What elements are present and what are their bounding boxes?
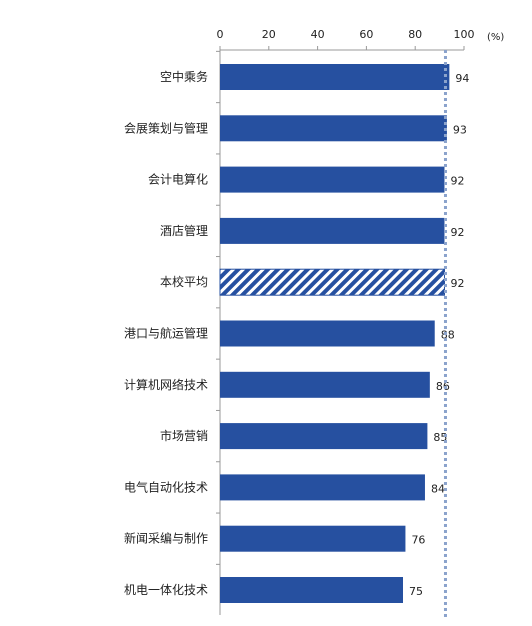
category-label: 机电一体化技术 bbox=[124, 583, 208, 597]
value-label: 84 bbox=[431, 482, 445, 495]
value-label: 88 bbox=[441, 329, 455, 342]
category-label: 酒店管理 bbox=[160, 223, 208, 238]
value-label: 93 bbox=[453, 123, 467, 136]
bar bbox=[220, 423, 428, 450]
x-tick-label: 0 bbox=[217, 28, 224, 41]
category-label: 会展策划与管理 bbox=[124, 120, 208, 135]
unit-label: (%) bbox=[487, 32, 504, 43]
bar bbox=[220, 115, 447, 142]
value-label: 85 bbox=[433, 431, 447, 444]
value-label: 92 bbox=[450, 175, 464, 188]
x-tick-label: 100 bbox=[454, 28, 475, 41]
category-label: 计算机网络技术 bbox=[124, 377, 208, 392]
value-label: 92 bbox=[450, 226, 464, 239]
bar bbox=[220, 371, 430, 398]
category-label: 本校平均 bbox=[160, 274, 208, 289]
bar bbox=[220, 525, 406, 552]
bar bbox=[220, 320, 435, 347]
category-label: 会计电算化 bbox=[148, 172, 208, 187]
bar-average bbox=[219, 268, 445, 296]
bar bbox=[220, 577, 403, 603]
x-tick-label: 20 bbox=[262, 28, 276, 41]
x-tick-label: 80 bbox=[408, 28, 422, 41]
category-label: 港口与航运管理 bbox=[124, 326, 208, 341]
x-tick-label: 40 bbox=[311, 28, 325, 41]
value-label: 76 bbox=[411, 534, 425, 547]
value-label: 86 bbox=[436, 380, 450, 393]
x-tick-label: 60 bbox=[359, 28, 373, 41]
value-label: 75 bbox=[409, 585, 423, 598]
value-label: 94 bbox=[455, 72, 469, 85]
category-label: 电气自动化技术 bbox=[124, 479, 208, 494]
category-label: 市场营销 bbox=[160, 428, 208, 443]
bar bbox=[220, 64, 450, 90]
category-label: 空中乘务 bbox=[160, 69, 208, 84]
bar bbox=[220, 166, 445, 193]
bar bbox=[220, 217, 445, 244]
bar bbox=[220, 474, 425, 501]
category-label: 新闻采编与制作 bbox=[124, 531, 208, 546]
value-label: 92 bbox=[450, 277, 464, 290]
